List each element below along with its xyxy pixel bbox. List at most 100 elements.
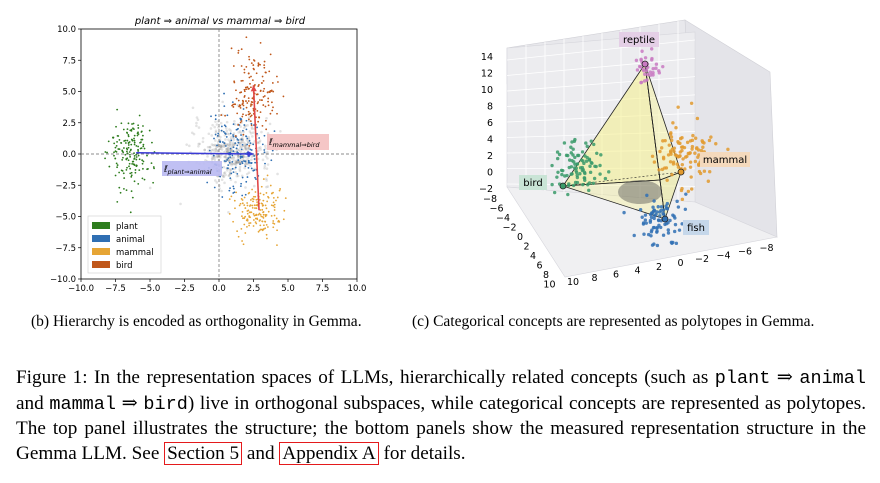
background-point <box>244 162 247 166</box>
point-fish <box>655 229 659 233</box>
x-tick-label: 6 <box>613 269 619 280</box>
point-bird <box>599 153 603 157</box>
appendix-a-link[interactable]: Appendix A <box>279 441 379 465</box>
point-plant <box>132 122 135 125</box>
background-point <box>242 126 246 130</box>
point-mammal <box>259 192 262 195</box>
background-point <box>233 123 237 126</box>
point-bird <box>592 142 596 147</box>
point-plant <box>114 157 117 160</box>
background-point <box>219 135 222 139</box>
point-mammal <box>697 169 702 174</box>
point-bird <box>232 65 235 67</box>
point-plant <box>116 140 118 143</box>
point-bird <box>234 103 237 106</box>
background-point <box>243 166 247 170</box>
point-bird <box>248 55 250 58</box>
background-point <box>234 159 238 163</box>
z-tick-label: 8 <box>487 102 493 113</box>
point-mammal <box>691 133 695 138</box>
point-bird <box>246 102 249 104</box>
point-bird <box>583 178 587 182</box>
point-mammal <box>278 189 281 192</box>
svg-text:ℓ̄plant⇒animal: ℓ̄plant⇒animal <box>163 165 212 176</box>
point-mammal <box>688 160 693 164</box>
background-point <box>230 149 233 152</box>
background-point <box>219 145 223 149</box>
point-reptile <box>646 72 650 77</box>
z-tick-label: 14 <box>481 52 493 63</box>
background-point <box>244 147 248 150</box>
point-animal <box>232 135 235 138</box>
background-point <box>264 177 268 181</box>
section-5-link[interactable]: Section 5 <box>164 441 243 465</box>
point-plant <box>135 153 138 156</box>
point-reptile <box>639 80 643 85</box>
point-bird <box>574 169 578 173</box>
background-point <box>227 174 231 178</box>
x-tick-label: −10.0 <box>68 284 94 294</box>
point-animal <box>223 92 225 95</box>
point-bird <box>239 121 242 124</box>
point-bird <box>598 163 602 168</box>
gridline <box>506 57 696 76</box>
background-point <box>220 178 224 182</box>
point-animal <box>217 132 220 135</box>
point-mammal <box>676 165 681 169</box>
point-mammal <box>246 226 248 228</box>
background-point <box>219 145 223 148</box>
point-mammal <box>256 217 258 220</box>
background-point <box>228 142 232 145</box>
point-plant <box>143 147 146 150</box>
background-point <box>210 148 214 152</box>
background-point <box>225 147 228 151</box>
background-point <box>221 100 224 104</box>
point-plant <box>126 128 129 131</box>
point-bird <box>555 150 560 154</box>
point-animal <box>240 138 243 141</box>
background-point <box>220 189 223 193</box>
background-point <box>236 154 240 157</box>
background-point <box>256 141 260 145</box>
point-animal <box>225 160 227 163</box>
background-point <box>220 143 223 147</box>
background-point <box>260 130 263 134</box>
x-tick-label: 0 <box>677 258 683 269</box>
point-plant <box>131 123 133 125</box>
point-bird <box>282 95 285 98</box>
point-animal <box>255 178 257 181</box>
point-mammal <box>244 232 247 234</box>
y-tick-label: 0 <box>517 232 523 243</box>
point-mammal <box>726 147 730 152</box>
legend-swatch-bird <box>92 261 110 268</box>
point-plant <box>114 174 117 177</box>
background-point <box>201 140 205 144</box>
point-bird <box>258 99 261 101</box>
point-animal <box>254 176 256 179</box>
legend-label-animal: animal <box>116 235 145 245</box>
point-bird <box>569 165 574 169</box>
point-mammal <box>255 198 258 201</box>
point-mammal <box>241 211 244 213</box>
background-point <box>216 155 219 159</box>
point-mammal <box>270 214 273 217</box>
point-mammal <box>228 213 231 215</box>
point-bird <box>267 97 270 100</box>
x-tick-label: 2.5 <box>247 284 261 294</box>
point-bird <box>587 181 592 185</box>
point-fish <box>657 210 662 214</box>
background-point <box>224 150 227 153</box>
point-mammal <box>685 154 689 159</box>
background-point <box>226 147 230 150</box>
x-tick-label: 7.5 <box>316 284 330 294</box>
y-tick-label: 10.0 <box>57 25 76 35</box>
point-bird <box>251 101 254 104</box>
point-plant <box>113 151 115 154</box>
point-bird <box>250 114 253 117</box>
point-bird <box>580 150 585 154</box>
point-bird <box>243 96 246 98</box>
point-mammal <box>246 202 249 204</box>
point-mammal <box>680 197 685 202</box>
point-bird <box>263 87 266 90</box>
code-mammal: mammal <box>49 393 116 415</box>
